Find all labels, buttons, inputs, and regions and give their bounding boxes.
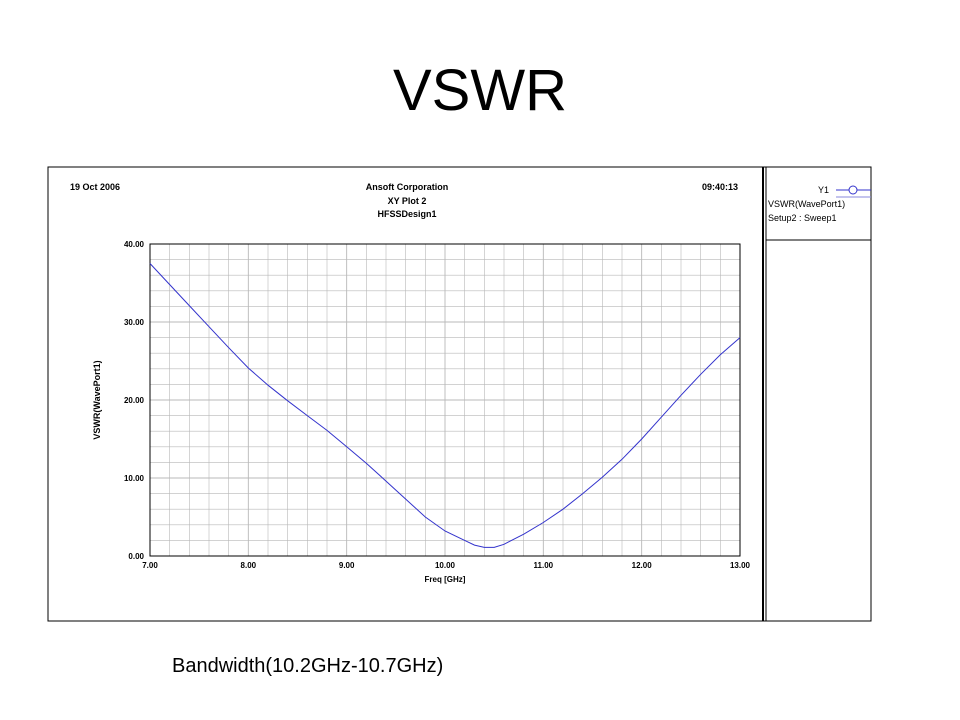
- y-tick-label: 40.00: [124, 240, 145, 249]
- x-axis-label: Freq [GHz]: [425, 575, 466, 584]
- plot-date: 19 Oct 2006: [70, 182, 120, 192]
- x-tick-label: 10.00: [435, 561, 456, 570]
- plot-design: HFSSDesign1: [377, 209, 436, 219]
- y-tick-label: 10.00: [124, 474, 145, 483]
- plot-panel-frame: [47, 166, 872, 622]
- x-tick-label: 12.00: [632, 561, 653, 570]
- y-axis-label: VSWR(WavePort1): [92, 360, 102, 439]
- legend-marker-icon: [848, 185, 858, 195]
- bandwidth-caption: Bandwidth(10.2GHz-10.7GHz): [172, 655, 444, 677]
- x-tick-label: 13.00: [730, 561, 751, 570]
- y-tick-label: 20.00: [124, 396, 145, 405]
- legend-trace-name: VSWR(WavePort1): [768, 199, 845, 209]
- plot-name: XY Plot 2: [388, 196, 427, 206]
- legend-setup: Setup2 : Sweep1: [768, 213, 837, 223]
- x-tick-label: 11.00: [534, 561, 554, 570]
- plot-time: 09:40:13: [702, 182, 738, 192]
- tick-labels: 7.00 8.00 9.00 10.00 11.00 12.00 13.00 0.00 10.0…: [124, 240, 751, 570]
- y-tick-label: 30.00: [124, 318, 145, 327]
- grid-layer: [150, 244, 740, 556]
- y-tick-label: 0.00: [128, 552, 144, 561]
- slide-title: VSWR: [393, 58, 567, 123]
- plot-company: Ansoft Corporation: [366, 182, 449, 192]
- x-tick-label: 8.00: [241, 561, 257, 570]
- plot-area-frame: [149, 243, 741, 557]
- x-tick-label: 7.00: [142, 561, 158, 570]
- x-tick-label: 9.00: [339, 561, 355, 570]
- legend-trace-id: Y1: [818, 185, 829, 195]
- vswr-trace-line: [149, 263, 741, 548]
